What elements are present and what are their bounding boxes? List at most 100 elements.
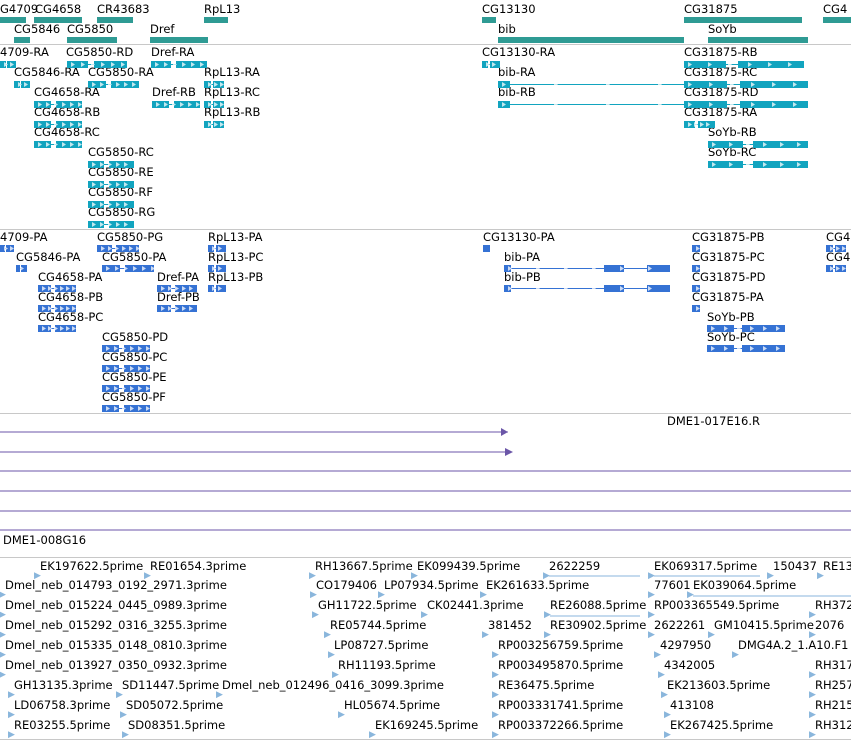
feature-label[interactable]: CG4 (826, 230, 851, 244)
feature-label[interactable]: CG4658-PB (38, 290, 104, 304)
feature-label[interactable]: RP003256759.5prime (498, 638, 624, 652)
feature-label[interactable]: CG13130-PA (483, 230, 555, 244)
feature-label[interactable]: RpL13-RB (204, 105, 261, 119)
feature-label[interactable]: CG5850-RE (88, 165, 154, 179)
feature-label[interactable]: CG4658-RB (34, 105, 101, 119)
feature-label[interactable]: RE36475.5prime (498, 678, 595, 692)
feature-label[interactable]: CG13130-RA (482, 45, 556, 59)
transcript-bar[interactable] (102, 365, 150, 372)
transcript-bar[interactable] (504, 265, 670, 272)
feature-label[interactable]: CG5850-RD (66, 45, 134, 59)
feature-label[interactable]: CG4 (823, 2, 848, 16)
feature-bar[interactable] (708, 37, 808, 43)
feature-label[interactable]: CG5850-RG (88, 205, 156, 219)
feature-label[interactable]: CG4658-RC (34, 125, 100, 139)
feature-bar[interactable] (97, 17, 133, 23)
feature-label[interactable]: CG31875-RA (684, 105, 758, 119)
transcript-bar[interactable] (684, 81, 808, 88)
feature-label[interactable]: CG5850-PC (102, 350, 168, 364)
feature-label[interactable]: EK261633.5prime (486, 578, 590, 592)
feature-label[interactable]: 2622259 (549, 559, 601, 573)
feature-label[interactable]: CG5850-RF (88, 185, 153, 199)
feature-label[interactable]: RE30902.5prime (550, 618, 647, 632)
feature-label[interactable]: Dref-RB (152, 85, 196, 99)
feature-label[interactable]: 2622261 (654, 618, 706, 632)
transcript-bar[interactable] (692, 285, 700, 292)
transcript-bar[interactable] (157, 285, 197, 292)
transcript-bar[interactable] (482, 61, 500, 68)
feature-label[interactable]: bib-RB (498, 85, 536, 99)
feature-label[interactable]: RE05744.5prime (330, 618, 427, 632)
transcript-bar[interactable] (38, 305, 76, 312)
feature-label[interactable]: RpL13-PA (208, 230, 263, 244)
transcript-bar[interactable] (708, 161, 808, 168)
feature-label[interactable]: bib-PA (504, 250, 541, 264)
feature-label[interactable]: 2076 (815, 618, 845, 632)
transcript-bar[interactable] (692, 265, 700, 272)
feature-label[interactable]: CG5850-PF (102, 390, 166, 404)
transcript-bar[interactable] (684, 61, 804, 68)
feature-label[interactable]: EK169245.5prime (375, 718, 479, 732)
feature-label[interactable]: SD05072.5prime (126, 698, 224, 712)
transcript-bar[interactable] (707, 345, 785, 352)
feature-label[interactable]: HL05674.5prime (344, 698, 441, 712)
transcript-bar[interactable] (16, 265, 27, 272)
feature-label[interactable]: RpL13-RC (204, 85, 260, 99)
feature-bar[interactable] (482, 17, 496, 23)
feature-label[interactable]: Dmel_neb_014793_0192_2971.3prime (5, 578, 227, 592)
feature-label[interactable]: CG31875-PD (692, 270, 766, 284)
feature-label[interactable]: RE03255.5prime (14, 718, 111, 732)
feature-label[interactable]: EK069317.5prime (654, 559, 758, 573)
transcript-bar[interactable] (88, 181, 134, 188)
feature-label[interactable]: SoYb-RB (708, 125, 757, 139)
transcript-bar[interactable] (97, 245, 140, 252)
transcript-bar[interactable] (88, 161, 134, 168)
transcript-bar[interactable] (88, 201, 134, 208)
feature-label[interactable]: RpL13-PC (208, 250, 264, 264)
feature-bar[interactable] (0, 17, 26, 23)
feature-label[interactable]: Dmel_neb_013927_0350_0932.3prime (5, 658, 227, 672)
feature-label[interactable]: 4342005 (664, 658, 716, 672)
feature-label[interactable]: RP003331741.5prime (498, 698, 624, 712)
feature-bar[interactable] (823, 17, 851, 23)
transcript-bar[interactable] (102, 345, 150, 352)
transcript-bar[interactable] (826, 265, 846, 272)
feature-label[interactable]: RH312 (815, 718, 851, 732)
feature-label[interactable]: 4709-RA (0, 45, 49, 59)
feature-label[interactable]: CG5850-PA (102, 250, 167, 264)
feature-label[interactable]: bib (498, 22, 516, 36)
feature-label[interactable]: SD08351.5prime (128, 718, 226, 732)
feature-label[interactable]: EK197622.5prime (40, 559, 144, 573)
feature-label[interactable]: EK099439.5prime (417, 559, 521, 573)
feature-label[interactable]: 381452 (488, 618, 532, 632)
feature-label[interactable]: 77601 (654, 578, 691, 592)
feature-label[interactable]: CG5850 (67, 22, 114, 36)
feature-label[interactable]: RH372 (815, 598, 851, 612)
feature-label[interactable]: 150437 (773, 559, 817, 573)
feature-label[interactable]: GH11722.5prime (318, 598, 417, 612)
feature-label[interactable]: SoYb-PB (707, 310, 755, 324)
transcript-bar[interactable] (157, 305, 197, 312)
feature-label[interactable]: GH13135.3prime (14, 678, 113, 692)
feature-label[interactable]: 4709-PA (0, 230, 48, 244)
feature-label[interactable]: RH317 (815, 658, 851, 672)
transcript-bar[interactable] (88, 221, 134, 228)
feature-label[interactable]: CG5850-PD (102, 330, 169, 344)
transcript-bar[interactable] (102, 265, 155, 272)
feature-label[interactable]: RH257 (815, 678, 851, 692)
feature-label[interactable]: Dmel_neb_015224_0445_0989.3prime (5, 598, 227, 612)
transcript-bar[interactable] (204, 101, 224, 108)
transcript-bar[interactable] (504, 285, 670, 292)
feature-label[interactable]: EK267425.5prime (670, 718, 774, 732)
transcript-bar[interactable] (692, 245, 700, 252)
feature-label[interactable]: SoYb-RC (708, 145, 757, 159)
feature-bar[interactable] (34, 17, 82, 23)
transcript-bar[interactable] (102, 405, 150, 412)
feature-label[interactable]: RpL13-PB (208, 270, 264, 284)
transcript-bar[interactable] (707, 325, 785, 332)
transcript-bar[interactable] (692, 305, 700, 312)
feature-label[interactable]: RH13667.5prime (315, 559, 413, 573)
feature-label[interactable]: CG31875-PA (692, 290, 764, 304)
feature-label[interactable]: RE01654.3prime (150, 559, 247, 573)
feature-label[interactable]: CG5850-PG (97, 230, 164, 244)
